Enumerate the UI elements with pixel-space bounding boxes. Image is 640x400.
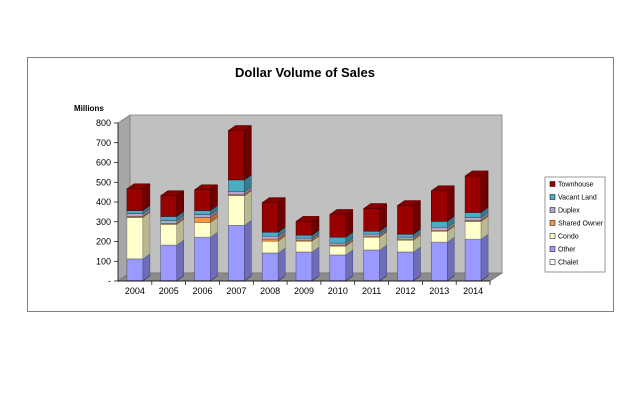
y-tick-label: 800 [96,118,111,128]
y-tick-label: 400 [96,197,111,207]
legend-item: Other [549,246,576,254]
x-tick-label: 2011 [362,286,381,296]
bar-segment [430,185,456,222]
y-tick-label: 700 [96,138,111,148]
unit-label: Millions [74,104,104,113]
bar-segment [362,203,388,232]
legend-swatch [549,233,556,239]
legend-label: Chalet [558,260,578,267]
bar-segment [193,184,219,211]
bar-segment [295,215,320,236]
x-tick-label: 2006 [193,286,213,296]
x-tick-label: 2010 [328,286,348,296]
y-tick-label: 500 [96,177,111,187]
bar-segment [329,208,354,238]
bar-segment [126,211,151,260]
bar-segment [464,170,489,213]
legend-label: Duplex [558,208,580,215]
legend-swatch [549,246,556,252]
x-tick-label: 2012 [395,286,415,296]
legend-swatch [549,207,556,213]
bar-segment [227,219,253,282]
bar-segment [159,190,185,217]
x-tick-label: 2004 [125,286,145,296]
bar-segment [430,236,456,282]
legend-item: Condo [549,233,579,241]
legend-swatch [549,220,556,226]
chart-title: Dollar Volume of Sales [235,65,375,80]
bar-segment [362,244,388,282]
legend-label: Vacant Land [558,195,597,202]
x-axis: 2004 2005 2006 2007 2008 2009 2010 2011 2012 2013… [118,280,491,296]
legend-label: Townhouse [558,182,594,189]
legend-item: Duplex [549,207,580,215]
legend-label: Condo [558,234,579,241]
bar-segment [159,239,185,282]
bar-segment [464,233,489,282]
bar-segment [261,197,286,233]
legend: Townhouse Vacant Land Duplex Shared Owner Co… [544,176,606,273]
legend-item: Shared Owner [549,220,604,228]
legend-label: Other [558,247,576,254]
bars [126,125,489,282]
y-tick-label: 300 [96,217,111,227]
y-tick-label: 100 [96,256,111,266]
bar-segment [227,125,253,181]
x-tick-label: 2007 [226,286,246,296]
y-axis: - 100 200 300 400 500 600 700 800 [96,118,119,286]
x-tick-label: 2005 [159,286,179,296]
legend-swatch [549,194,556,200]
bar-segment [193,231,219,282]
bar-segment [396,200,422,235]
legend-label: Shared Owner [558,221,604,228]
y-tick-label: 200 [96,237,111,247]
legend-swatch [549,259,556,265]
y-tick-label: - [108,276,111,286]
x-tick-label: 2008 [260,286,280,296]
x-tick-label: 2013 [429,286,449,296]
x-tick-label: 2014 [463,286,483,296]
legend-swatch [549,181,556,187]
x-tick-label: 2009 [294,286,314,296]
bar-segment [126,183,151,211]
y-tick-label: 600 [96,158,111,168]
legend-item: Vacant Land [549,194,597,202]
legend-item: Chalet [549,259,578,267]
legend-item: Townhouse [549,181,594,189]
